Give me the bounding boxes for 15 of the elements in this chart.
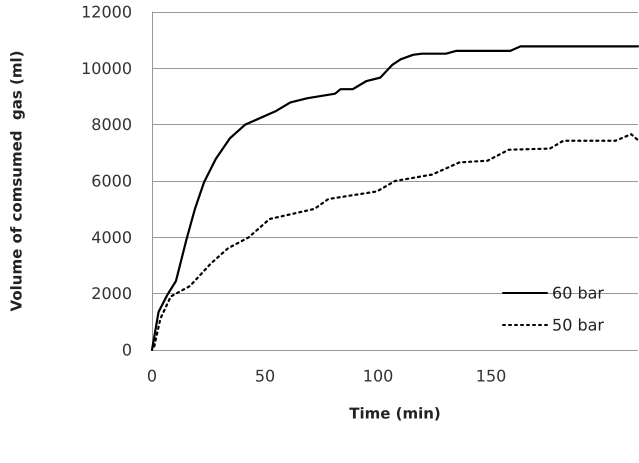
y-tick-label: 12000 [81, 2, 132, 22]
x-tick-label: 100 [362, 366, 394, 386]
legend-label: 50 bar [552, 316, 604, 334]
y-tick-label: 0 [122, 340, 132, 360]
y-tick-label: 4000 [91, 228, 132, 247]
legend-label: 60 bar [552, 284, 604, 302]
y-tick-label: 2000 [91, 284, 132, 304]
y-tick-label: 6000 [91, 172, 132, 190]
x-tick-label: 0 [146, 366, 158, 386]
x-tick-label: 50 [254, 366, 276, 386]
y-axis-title: Volume of comsumed gas (ml) [8, 50, 26, 312]
x-axis-title: Time (min) [349, 404, 441, 422]
y-tick-label: 8000 [91, 115, 132, 134]
y-tick-label: 10000 [81, 58, 132, 78]
x-tick-label: 150 [476, 366, 506, 386]
